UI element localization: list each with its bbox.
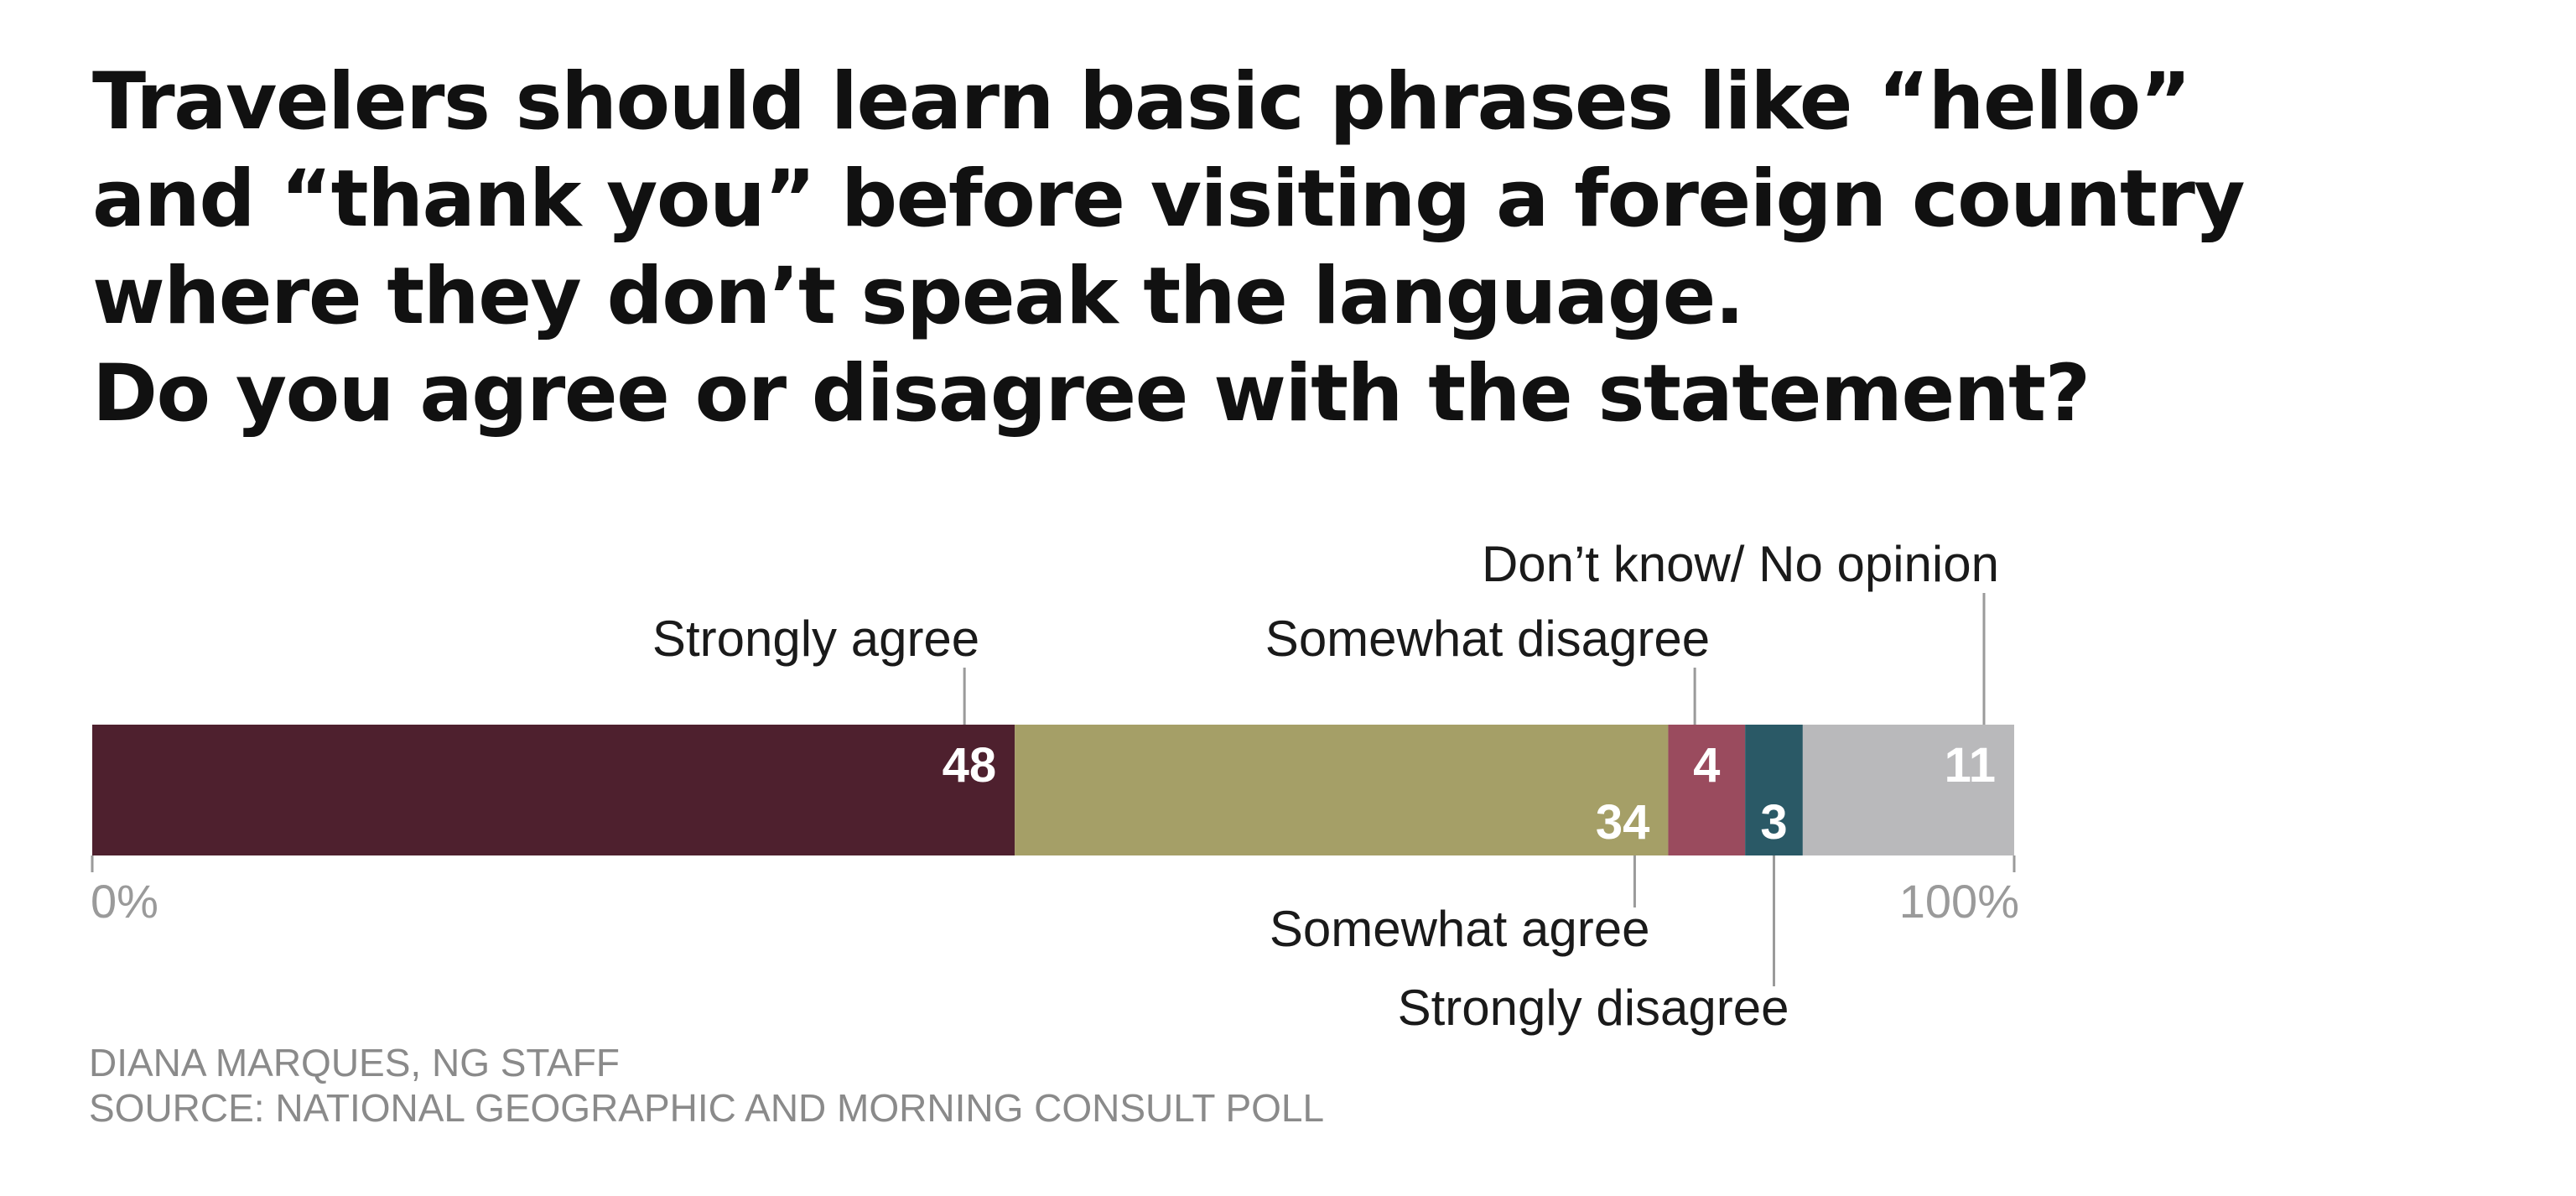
value-label-don-t-know-no-opinion: 11 (1945, 738, 1996, 793)
category-label-strongly-disagree: Strongly disagree (1398, 980, 1789, 1036)
axis-tick-label-0: 0% (91, 875, 158, 928)
value-label-strongly-agree: 48 (943, 738, 997, 793)
bar-strongly-agree (92, 725, 1015, 855)
category-label-strongly-agree: Strongly agree (652, 611, 979, 667)
category-label-somewhat-agree: Somewhat agree (1270, 901, 1650, 957)
bar-somewhat-agree (1015, 725, 1669, 855)
value-label-somewhat-agree: 34 (1596, 795, 1650, 850)
category-label-don-t-know-no-opinion: Don’t know/ No opinion (1482, 536, 1999, 592)
axis-ticks: 0% 100% (91, 855, 2019, 928)
category-labels: Strongly agree Somewhat agree Somewhat dis… (652, 536, 1999, 1036)
value-label-somewhat-disagree: 4 (1693, 738, 1720, 793)
author-credit: DIANA MARQUES, NG STAFF (89, 1041, 620, 1084)
bar-segments (92, 725, 2014, 855)
value-label-strongly-disagree: 3 (1760, 795, 1787, 850)
value-labels: 48 34 43 11 (943, 738, 1996, 850)
credits: DIANA MARQUES, NG STAFF SOURCE: NATIONAL… (89, 1040, 1324, 1131)
bar-somewhat-disagree (1668, 725, 1746, 855)
title-line-2: and “thank you” before visiting a foreig… (92, 153, 2246, 245)
axis-tick-label-1: 100% (1899, 875, 2019, 928)
leader-lines (963, 593, 1986, 986)
title-line-1: Travelers should learn basic phrases lik… (92, 56, 2192, 148)
category-label-somewhat-disagree: Somewhat disagree (1265, 611, 1710, 667)
chart-title: Travelers should learn basic phrases lik… (92, 54, 2356, 443)
source-credit: SOURCE: NATIONAL GEOGRAPHIC AND MORNING … (89, 1086, 1325, 1130)
bar-strongly-disagree (1745, 725, 1803, 855)
bar-don-t-know-no-opinion (1802, 725, 2014, 855)
title-line-4: Do you agree or disagree with the statem… (92, 348, 2090, 439)
title-line-3: where they don’t speak the language. (92, 251, 1745, 342)
